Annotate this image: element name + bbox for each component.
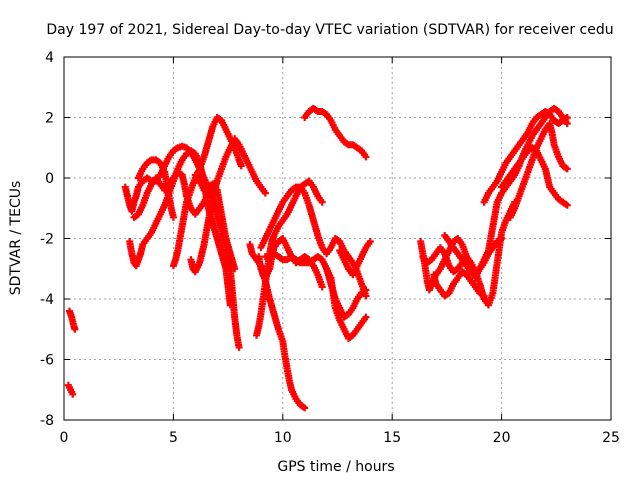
data-point: [563, 165, 571, 173]
data-series: [169, 114, 245, 270]
data-series: [506, 120, 571, 221]
data-point: [362, 286, 370, 294]
data-point: [231, 265, 239, 273]
y-tick-label: -2: [40, 232, 54, 248]
data-point: [362, 153, 370, 161]
x-tick-label: 5: [169, 430, 178, 446]
axis-ticks: 0 5 10 15 20 25 -8 -6 -4 -2 0 2 4: [40, 50, 620, 446]
data-series: [134, 156, 177, 221]
data-point: [362, 292, 370, 300]
y-axis-label: SDTVAR / TECUs: [8, 181, 24, 296]
y-tick-label: 4: [45, 50, 54, 66]
chart-title: Day 197 of 2021, Sidereal Day-to-day VTE…: [46, 22, 613, 38]
y-tick-label: 0: [45, 171, 54, 187]
y-tick-label: -6: [40, 353, 54, 369]
x-tick-label: 0: [60, 430, 69, 446]
y-tick-label: -8: [40, 413, 54, 429]
data-series: [191, 171, 239, 273]
data-point: [318, 283, 326, 291]
data-series: [336, 238, 374, 279]
x-tick-label: 15: [383, 430, 401, 446]
data-point: [235, 343, 243, 351]
data-point: [480, 292, 488, 300]
data-series: [130, 168, 212, 221]
data-series: [498, 144, 571, 209]
x-tick-label: 10: [274, 430, 292, 446]
x-tick-label: 25: [602, 430, 620, 446]
data-point: [226, 301, 234, 309]
data-point: [301, 404, 309, 412]
data-point: [69, 390, 77, 398]
data-series: [480, 107, 571, 206]
data-series: [255, 253, 309, 412]
data-series: [257, 183, 370, 300]
data-point: [237, 162, 245, 170]
data-point: [318, 198, 326, 206]
x-tick-label: 20: [493, 430, 511, 446]
y-tick-label: -4: [40, 292, 54, 308]
data-point: [563, 114, 571, 121]
data-marks: [64, 104, 571, 412]
data-series: [323, 265, 370, 321]
data-point: [563, 201, 571, 209]
data-series: [301, 104, 370, 161]
data-series: [430, 268, 488, 300]
data-series: [187, 135, 269, 276]
data-point: [71, 325, 79, 333]
data-point: [169, 213, 177, 221]
data-series: [65, 307, 79, 333]
data-point: [362, 313, 370, 321]
data-series: [64, 381, 77, 398]
data-point: [366, 238, 374, 246]
data-point: [563, 120, 571, 128]
y-tick-label: 2: [45, 111, 54, 127]
data-point: [261, 189, 269, 197]
x-axis-label: GPS time / hours: [277, 459, 394, 475]
